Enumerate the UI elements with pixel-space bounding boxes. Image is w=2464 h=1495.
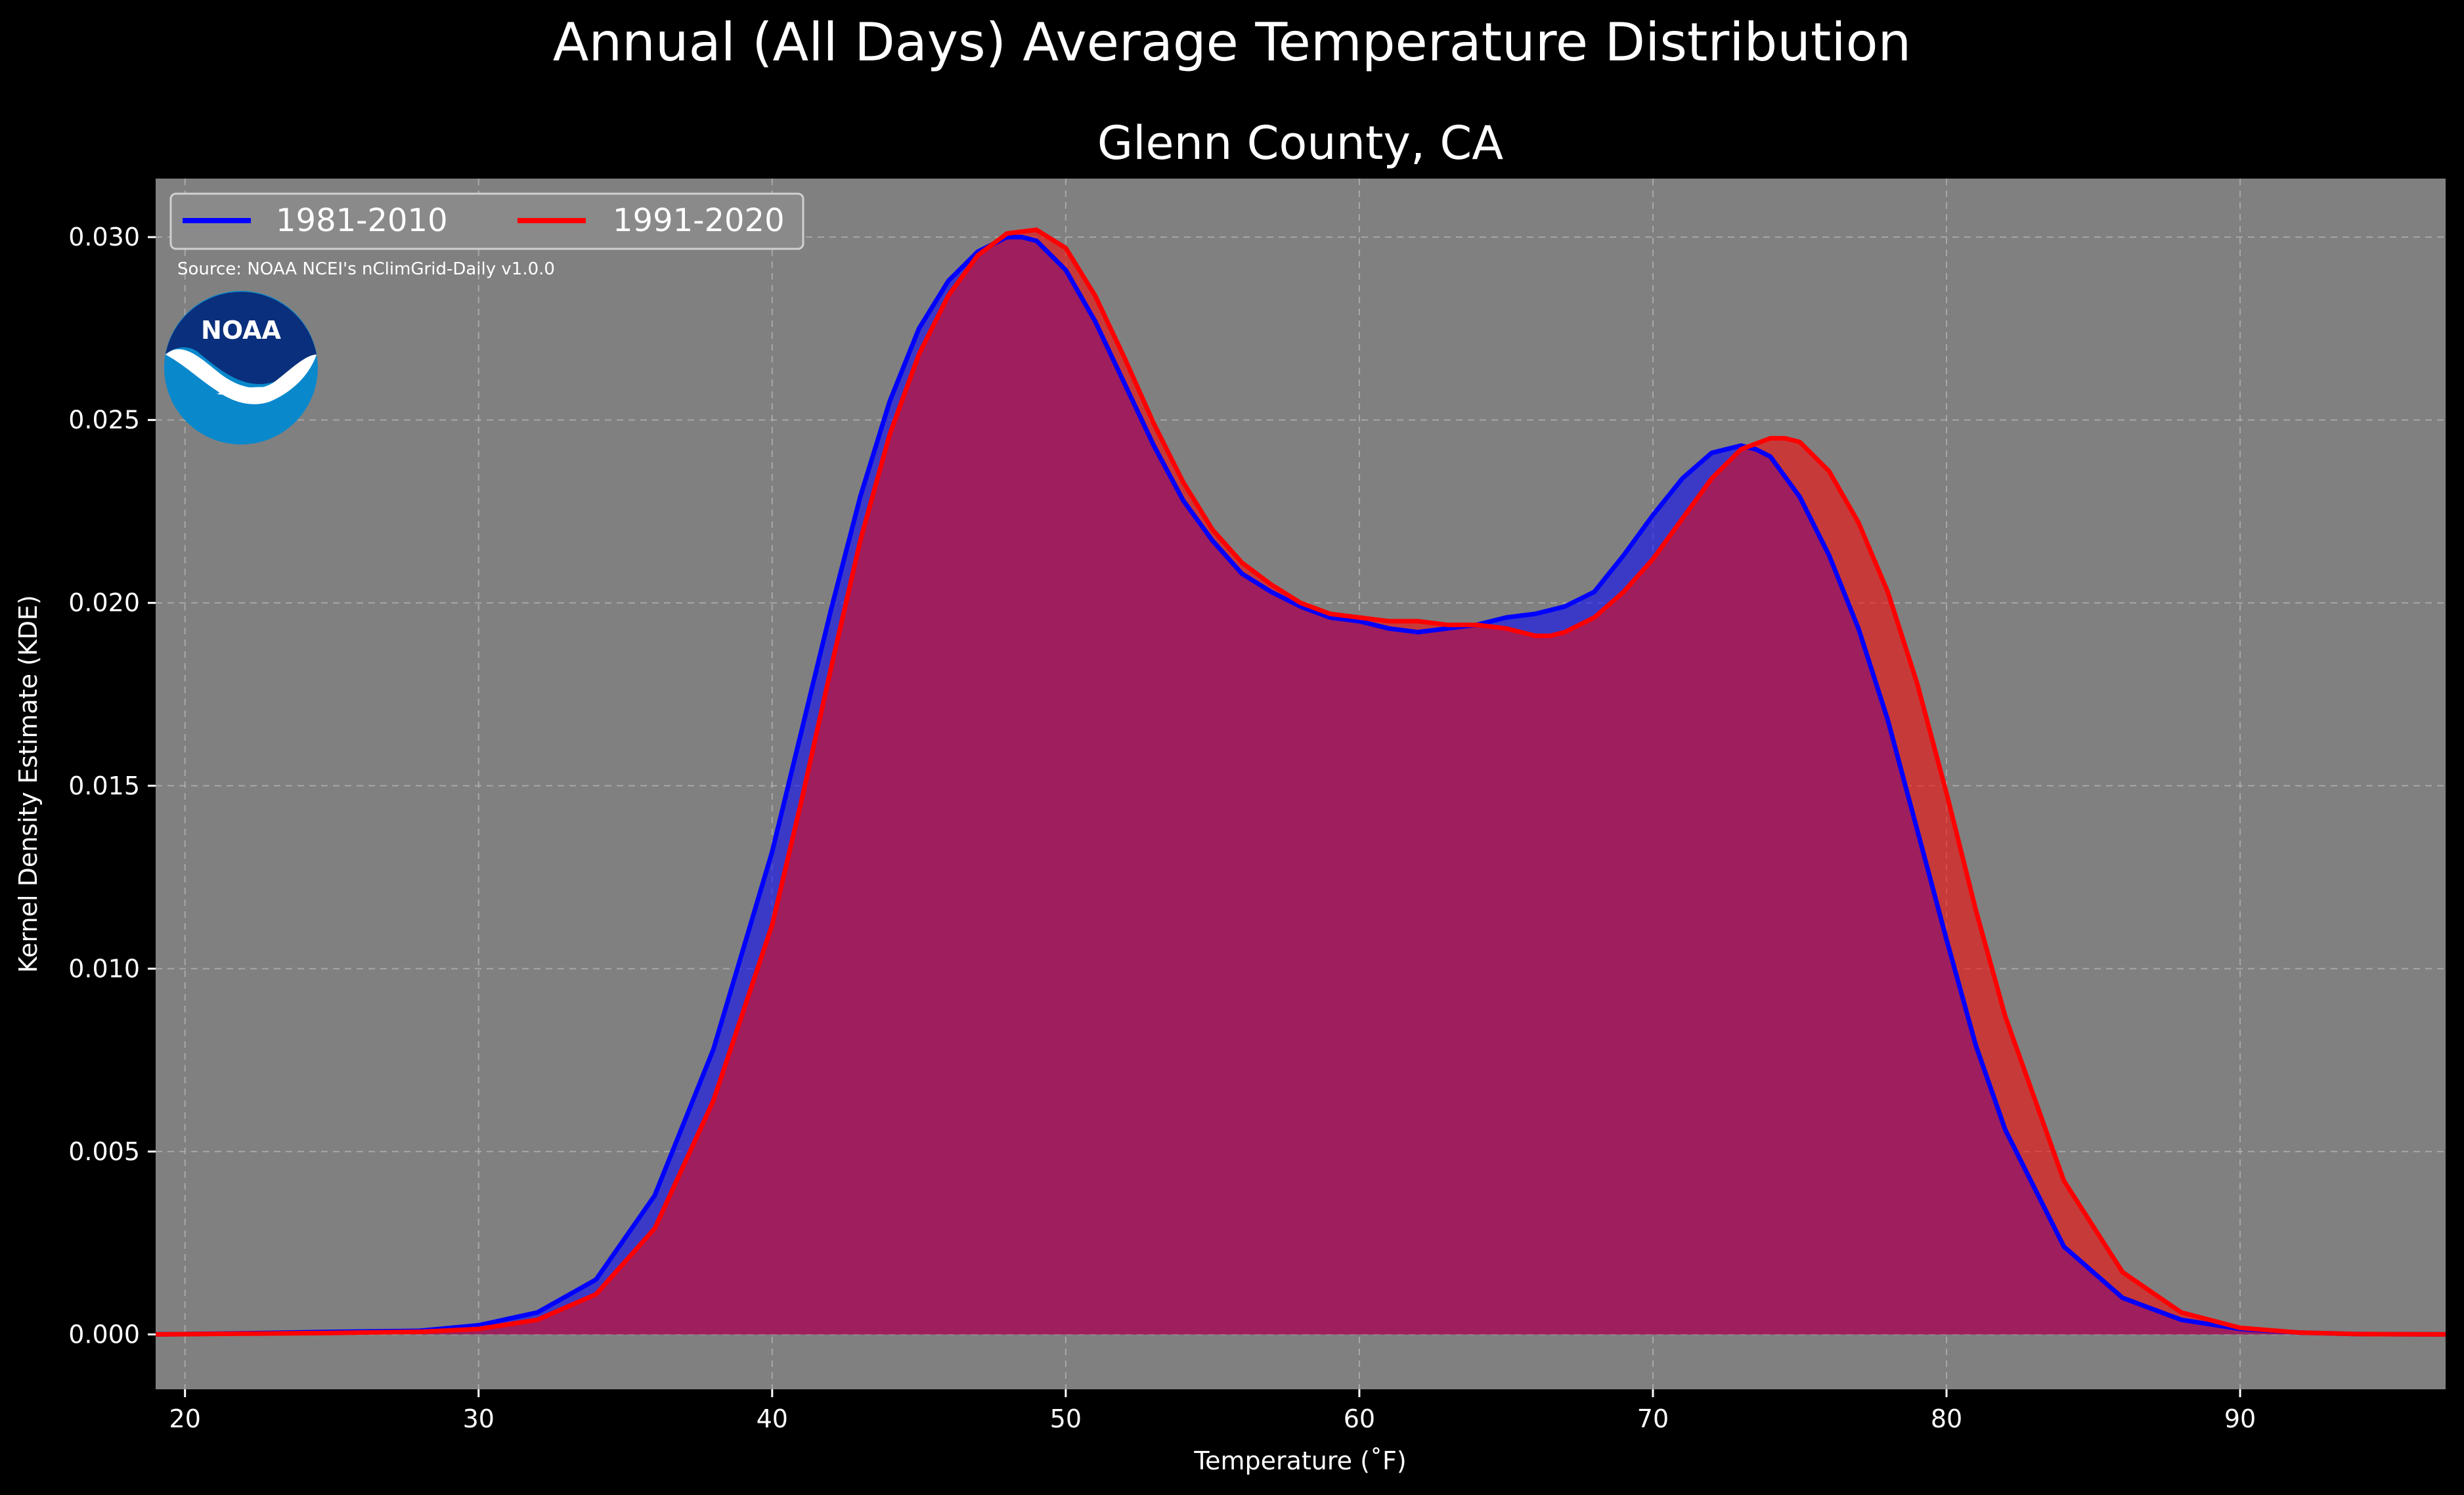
y-tick-label: 0.015 — [68, 771, 140, 800]
legend-box — [169, 192, 804, 250]
chart-suptitle: Annual (All Days) Average Temperature Di… — [553, 12, 1911, 73]
x-tick-label: 30 — [463, 1404, 495, 1433]
source-note: Source: NOAA NCEI's nClimGrid-Daily v1.0… — [177, 259, 555, 279]
x-tick-label: 50 — [1050, 1404, 1082, 1433]
line-1981-2010 — [156, 234, 2446, 1337]
legend: 1981-2010 1991-2020 — [169, 192, 804, 250]
legend-label-1991-2020: 1991-2020 — [613, 202, 785, 239]
y-tick-label: 0.010 — [68, 954, 140, 983]
plot-series — [156, 227, 2446, 1337]
x-tick-label: 20 — [169, 1404, 201, 1433]
x-axis: 20 30 40 50 60 70 80 90 — [169, 1389, 2256, 1433]
y-axis-label: Kernel Density Estimate (KDE) — [14, 595, 43, 973]
y-tick-label: 0.000 — [68, 1320, 140, 1349]
x-axis-label: Temperature (˚F) — [1193, 1446, 1406, 1475]
x-tick-label: 90 — [2224, 1404, 2256, 1433]
y-tick-label: 0.025 — [68, 406, 140, 435]
noaa-logo-icon: NOAA — [164, 291, 318, 444]
line-1991-2020 — [156, 227, 2446, 1337]
x-tick-label: 80 — [1931, 1404, 1962, 1433]
x-tick-label: 40 — [757, 1404, 788, 1433]
legend-label-1981-2010: 1981-2010 — [276, 202, 448, 239]
y-tick-label: 0.005 — [68, 1137, 140, 1166]
y-tick-label: 0.020 — [68, 588, 140, 617]
chart-title: Glenn County, CA — [1097, 116, 1503, 170]
x-tick-label: 60 — [1344, 1404, 1375, 1433]
y-tick-label: 0.030 — [68, 223, 140, 251]
noaa-logo-text: NOAA — [201, 316, 281, 345]
x-tick-label: 70 — [1637, 1404, 1669, 1433]
y-axis: 0.000 0.005 0.010 0.015 0.020 0.025 0.030 — [68, 223, 156, 1349]
